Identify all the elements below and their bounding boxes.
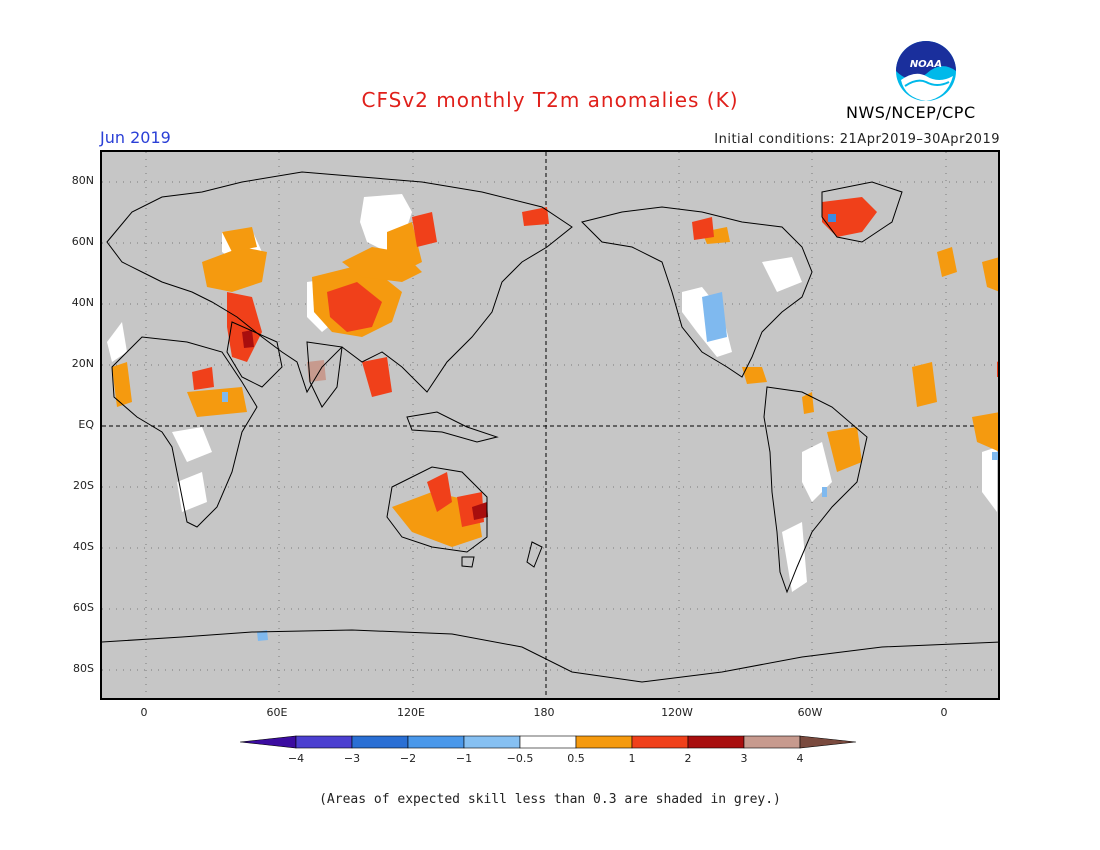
lon-label: 120W [661, 706, 693, 719]
colorbar-tick-label: −2 [399, 752, 417, 765]
lat-label: 80N [71, 174, 94, 187]
skill-note: (Areas of expected skill less than 0.3 a… [319, 792, 781, 807]
colorbar-cell [743, 735, 801, 749]
lat-label: 60S [73, 601, 94, 614]
lat-label: 60N [71, 235, 94, 248]
colorbar-tick-label: 2 [684, 752, 692, 765]
colorbar-tick-label: −3 [343, 752, 361, 765]
initial-conditions: Initial conditions: 21Apr2019–30Apr2019 [714, 132, 1000, 147]
lat-label: EQ [78, 418, 94, 431]
colorbar-cell [463, 735, 521, 749]
lat-label: 80S [73, 662, 94, 675]
colorbar-tick-label: −0.5 [506, 752, 534, 765]
colorbar-tick-label: 3 [740, 752, 748, 765]
colorbar-tick-label: 4 [796, 752, 804, 765]
lat-label: 40N [71, 296, 94, 309]
colorbar-arrow-high [799, 735, 857, 749]
colorbar-tick-label: 1 [628, 752, 636, 765]
colorbar-cell [575, 735, 633, 749]
colorbar [240, 735, 857, 749]
colorbar-tick-label: 0.5 [567, 752, 585, 765]
lat-label: 40S [73, 540, 94, 553]
colorbar-arrow-low [240, 735, 297, 749]
map-frame [100, 150, 1000, 700]
colorbar-cell [407, 735, 465, 749]
lon-label: 180 [533, 706, 555, 719]
coastlines [102, 171, 998, 683]
anomaly-map [102, 152, 998, 698]
map-title: CFSv2 monthly T2m anomalies (K) [361, 88, 739, 112]
colorbar-cell [351, 735, 409, 749]
noaa-logo-icon: NOAA [896, 41, 956, 101]
colorbar-cell [687, 735, 745, 749]
noaa-logo-text: NOAA [910, 59, 942, 70]
colorbar-tick-label: −4 [287, 752, 305, 765]
colorbar-cells [240, 735, 857, 749]
lat-label: 20S [73, 479, 94, 492]
colorbar-cell [631, 735, 689, 749]
lon-label: 120E [397, 706, 425, 719]
forecast-month: Jun 2019 [100, 128, 171, 147]
lon-label: 60W [797, 706, 823, 719]
lon-label: 60E [266, 706, 288, 719]
lon-label: 0 [940, 706, 948, 719]
colorbar-cell [295, 735, 353, 749]
colorbar-tick-label: −1 [455, 752, 473, 765]
lat-label: 20N [71, 357, 94, 370]
agency-label: NWS/NCEP/CPC [846, 103, 976, 122]
colorbar-cell [519, 735, 577, 749]
lon-label: 0 [140, 706, 148, 719]
anomaly-shading [107, 194, 998, 641]
